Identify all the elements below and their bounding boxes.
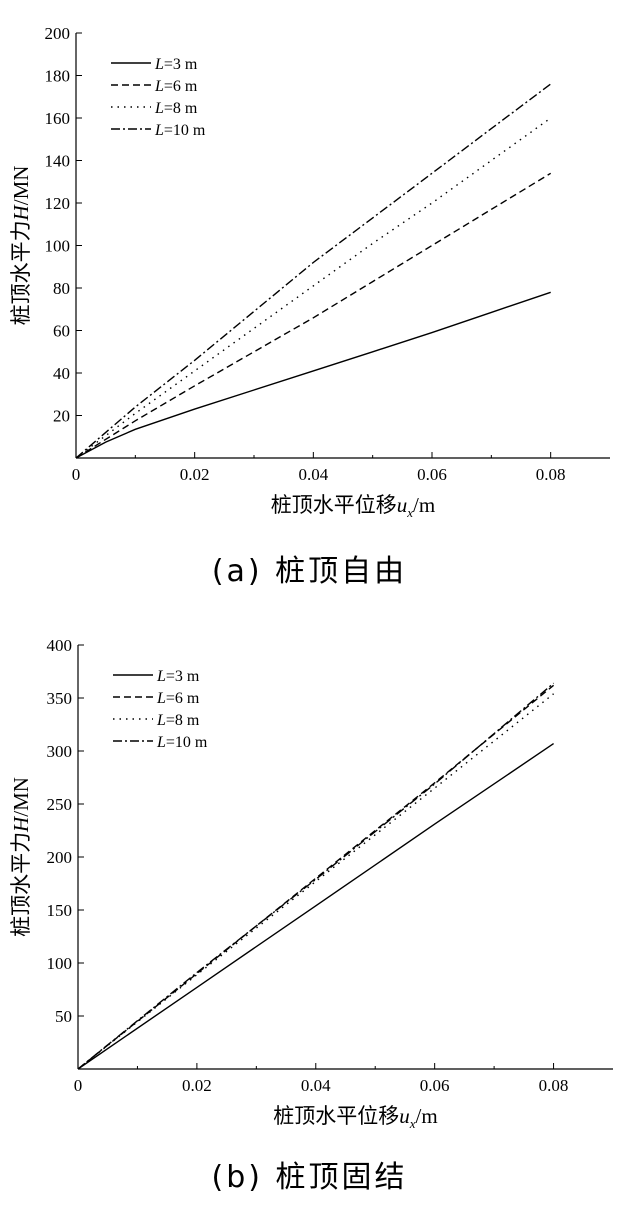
chart-a-series-line-4 [75,83,552,459]
chart-b-x-tick-label: 0.06 [420,1076,450,1095]
chart-a-legend-label-4: L=10 m [154,122,206,139]
chart-a-y-axis-title: 桩顶水平力H/MN [9,166,33,326]
chart-b-caption: (b) 桩顶固结 [211,1160,408,1195]
chart-b-y-tick-label: 300 [47,742,73,761]
chart-a-y-tick-label: 160 [45,109,71,128]
chart-a-legend-label-1: L=3 m [154,56,198,73]
chart-a-legend-label-2: L=6 m [154,78,198,95]
chart-a-y-tick-label: 40 [53,364,70,383]
chart-b-y-tick-label: 50 [55,1007,72,1026]
chart-a-y-tick-label: 200 [45,24,71,43]
chart-a-y-tick-label: 80 [53,279,70,298]
chart-a-y-tick-label: 100 [45,237,71,256]
chart-b-plot: 50 100 150 200 250 300 350 400 0 0.02 0.04 0.06 0.08… [9,636,613,1131]
chart-a-x-tick-label: 0.08 [536,465,566,484]
chart-a-x-tick-label: 0.06 [417,465,447,484]
chart-b-legend-label-2: L=6 m [156,690,200,707]
chart-a-x-axis-title: 桩顶水平位移ux/m [271,493,435,520]
chart-a-series-line-1 [75,291,551,459]
chart-b-legend-label-3: L=8 m [156,712,200,729]
chart-a-plot: 20 40 60 80 100 120 140 160 180 200 0 0.02 0.04 0.06 0… [9,24,610,520]
chart-b-legend-label-4: L=10 m [156,734,208,751]
chart-a-y-tick-label: 120 [45,194,71,213]
chart-b-x-tick-label: 0 [74,1076,83,1095]
chart-b-y-tick-label: 350 [47,689,73,708]
chart-a-y-tick-label: 180 [45,67,71,86]
chart-b-series-line-1 [77,743,554,1070]
chart-b-series-line-3 [77,693,555,1070]
chart-a-x-tick-label: 0.02 [180,465,210,484]
chart-b-y-tick-label: 200 [47,848,73,867]
chart-b-x-tick-label: 0.02 [182,1076,212,1095]
chart-b-y-tick-label: 100 [47,954,73,973]
chart-a-caption: (a) 桩顶自由 [211,554,408,589]
chart-b-x-tick-label: 0.04 [301,1076,331,1095]
chart-a-series-line-2 [75,172,552,459]
chart-b-y-axis-title: 桩顶水平力H/MN [9,777,33,937]
chart-a-x-tick-label: 0.04 [298,465,328,484]
chart-b-legend-label-1: L=3 m [156,668,200,685]
chart-a-y-tick-label: 20 [53,407,70,426]
chart-b-x-axis-title: 桩顶水平位移ux/m [273,1104,437,1131]
chart-a-legend-label-3: L=8 m [154,100,198,117]
chart-b-y-tick-label: 150 [47,901,73,920]
chart-a-y-tick-label: 60 [53,322,70,341]
chart-a-series-line-3 [75,117,552,459]
chart-b-y-tick-label: 250 [47,795,73,814]
chart-panel-a: 20 40 60 80 100 120 140 160 180 200 0 0.02 0.04 0.06 0… [0,0,619,610]
chart-a-x-tick-label: 0 [72,465,81,484]
chart-panel-b: 50 100 150 200 250 300 350 400 0 0.02 0.04 0.06 0.08… [0,610,619,1221]
chart-a-y-tick-label: 140 [45,152,71,171]
chart-b-series-line-2 [77,684,555,1070]
chart-b-y-tick-label: 400 [47,636,73,655]
chart-b-series-line-4 [77,682,555,1070]
chart-b-x-tick-label: 0.08 [539,1076,569,1095]
